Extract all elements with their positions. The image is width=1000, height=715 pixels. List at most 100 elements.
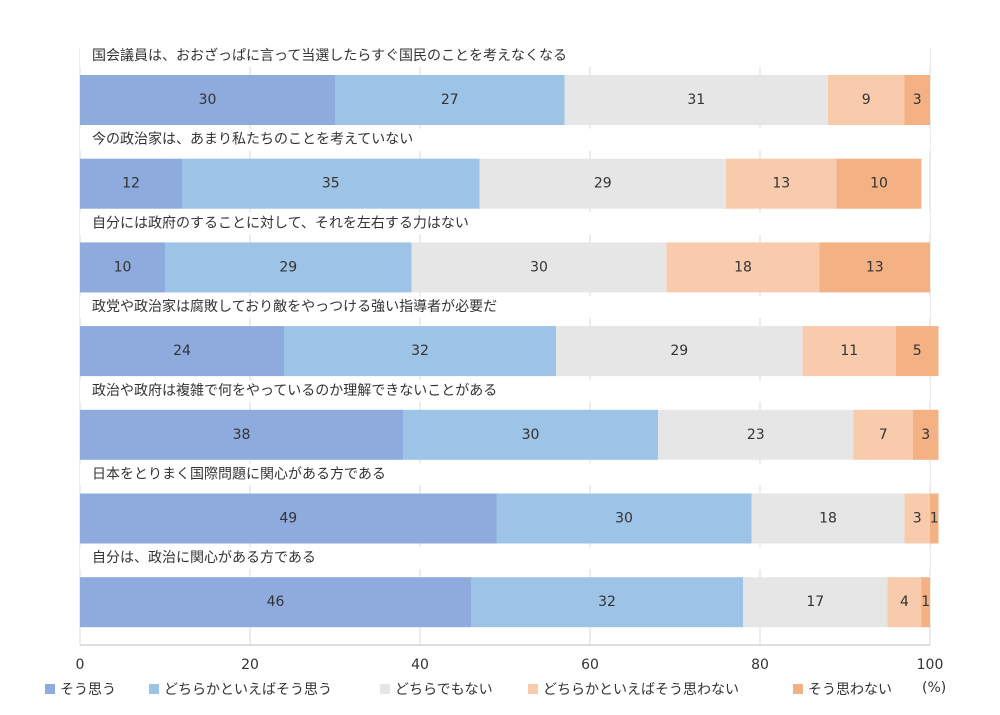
bar-segment bbox=[836, 158, 922, 209]
value-label: 3 bbox=[921, 427, 930, 443]
value-label: 3 bbox=[913, 511, 922, 527]
bar-segment bbox=[564, 75, 828, 125]
value-label: 5 bbox=[913, 343, 922, 359]
value-label: 30 bbox=[522, 427, 540, 443]
legend-swatch bbox=[528, 684, 538, 694]
bar-segment bbox=[666, 242, 820, 293]
bar-segment bbox=[471, 577, 743, 628]
bar-segment bbox=[80, 409, 403, 460]
bar-segment bbox=[726, 158, 837, 209]
legend-swatch bbox=[380, 684, 390, 694]
value-label: 23 bbox=[747, 427, 765, 443]
row-label-bg bbox=[80, 379, 930, 402]
row-label: 今の政治家は、あまり私たちのことを考えていない bbox=[92, 131, 413, 148]
bar-segment bbox=[80, 242, 165, 293]
legend-swatch bbox=[149, 684, 159, 694]
x-tick-label: 80 bbox=[751, 657, 769, 673]
value-label: 49 bbox=[279, 511, 297, 527]
value-label: 18 bbox=[734, 259, 752, 275]
bar-segment bbox=[165, 242, 412, 293]
row-label: 自分には政府のすることに対して、それを左右する力はない bbox=[92, 215, 469, 231]
bar-segment bbox=[80, 326, 284, 377]
bar-segment bbox=[80, 158, 182, 209]
value-label: 29 bbox=[279, 259, 297, 275]
row-label-bg bbox=[80, 296, 930, 319]
bar-segment bbox=[182, 158, 480, 209]
row-label: 政治や政府は複雑で何をやっているのか理解できないことがある bbox=[92, 382, 497, 399]
value-label: 1 bbox=[930, 511, 939, 527]
value-label: 30 bbox=[199, 92, 217, 108]
value-label: 27 bbox=[441, 92, 459, 108]
legend-swatch bbox=[793, 684, 803, 694]
row-label-bg bbox=[80, 212, 930, 235]
bar-segment bbox=[743, 577, 888, 628]
value-label: 17 bbox=[806, 594, 824, 610]
legend-label: そう思わない bbox=[808, 682, 892, 698]
bar-segment bbox=[479, 158, 726, 209]
bar-segment bbox=[658, 409, 854, 460]
legend-label: どちらかといえばそう思わない bbox=[543, 682, 739, 698]
bar-segment bbox=[828, 75, 905, 125]
x-tick-label: 60 bbox=[581, 657, 599, 673]
legend-label: そう思う bbox=[60, 682, 116, 698]
value-label: 46 bbox=[267, 594, 285, 610]
value-label: 1 bbox=[921, 594, 930, 610]
value-label: 31 bbox=[687, 92, 705, 108]
value-label: 38 bbox=[233, 427, 251, 443]
bar-segment bbox=[904, 75, 930, 125]
bar-segment bbox=[80, 577, 471, 628]
row-label-bg bbox=[80, 547, 930, 570]
row-label: 国会議員は、おおざっぱに言って当選したらすぐ国民のことを考えなくなる bbox=[92, 47, 567, 64]
x-unit: (%) bbox=[922, 680, 946, 696]
bar-segment bbox=[335, 75, 565, 125]
row-label-bg bbox=[80, 45, 930, 67]
bar-segment bbox=[930, 493, 939, 544]
bar-segment bbox=[802, 326, 896, 377]
value-label: 10 bbox=[114, 259, 132, 275]
value-label: 29 bbox=[670, 343, 688, 359]
bar-segment bbox=[853, 409, 913, 460]
row-label: 政党や政治家は腐敗しており敵をやっつける強い指導者が必要だ bbox=[92, 298, 497, 315]
bar-segment bbox=[896, 326, 939, 377]
row-label-bg bbox=[80, 463, 930, 486]
x-tick-label: 0 bbox=[76, 657, 85, 673]
value-label: 35 bbox=[322, 176, 340, 192]
value-label: 7 bbox=[879, 427, 888, 443]
bar-segment bbox=[913, 409, 939, 460]
value-label: 18 bbox=[819, 511, 837, 527]
value-label: 24 bbox=[173, 343, 191, 359]
bar-segment bbox=[556, 326, 803, 377]
bar-segment bbox=[819, 242, 930, 293]
row-label-bg bbox=[80, 128, 930, 151]
x-tick-label: 20 bbox=[241, 657, 259, 673]
value-label: 32 bbox=[411, 343, 429, 359]
bar-segment bbox=[887, 577, 922, 628]
bar-segment bbox=[284, 326, 556, 377]
x-tick-label: 40 bbox=[411, 657, 429, 673]
bar-segment bbox=[80, 75, 335, 125]
value-label: 4 bbox=[900, 594, 909, 610]
value-label: 30 bbox=[530, 259, 548, 275]
legend-swatch bbox=[45, 684, 55, 694]
value-label: 32 bbox=[598, 594, 616, 610]
bar-segment bbox=[751, 493, 905, 544]
x-tick-label: 100 bbox=[917, 657, 944, 673]
bar-segment bbox=[411, 242, 667, 293]
bar-segment bbox=[904, 493, 930, 544]
bar-segment bbox=[403, 409, 658, 460]
bar-segment bbox=[921, 577, 930, 628]
value-label: 11 bbox=[840, 343, 858, 359]
row-label: 日本をとりまく国際問題に関心がある方である bbox=[92, 467, 386, 483]
value-label: 3 bbox=[913, 92, 922, 108]
value-label: 13 bbox=[772, 176, 790, 192]
value-label: 13 bbox=[866, 259, 884, 275]
bar-segment bbox=[80, 493, 497, 544]
value-label: 29 bbox=[594, 176, 612, 192]
legend-label: どちらでもない bbox=[395, 682, 493, 698]
value-label: 9 bbox=[862, 92, 871, 108]
value-label: 12 bbox=[122, 176, 140, 192]
row-label: 自分は、政治に関心がある方である bbox=[92, 550, 316, 566]
bar-segment bbox=[496, 493, 752, 544]
value-label: 30 bbox=[615, 511, 633, 527]
